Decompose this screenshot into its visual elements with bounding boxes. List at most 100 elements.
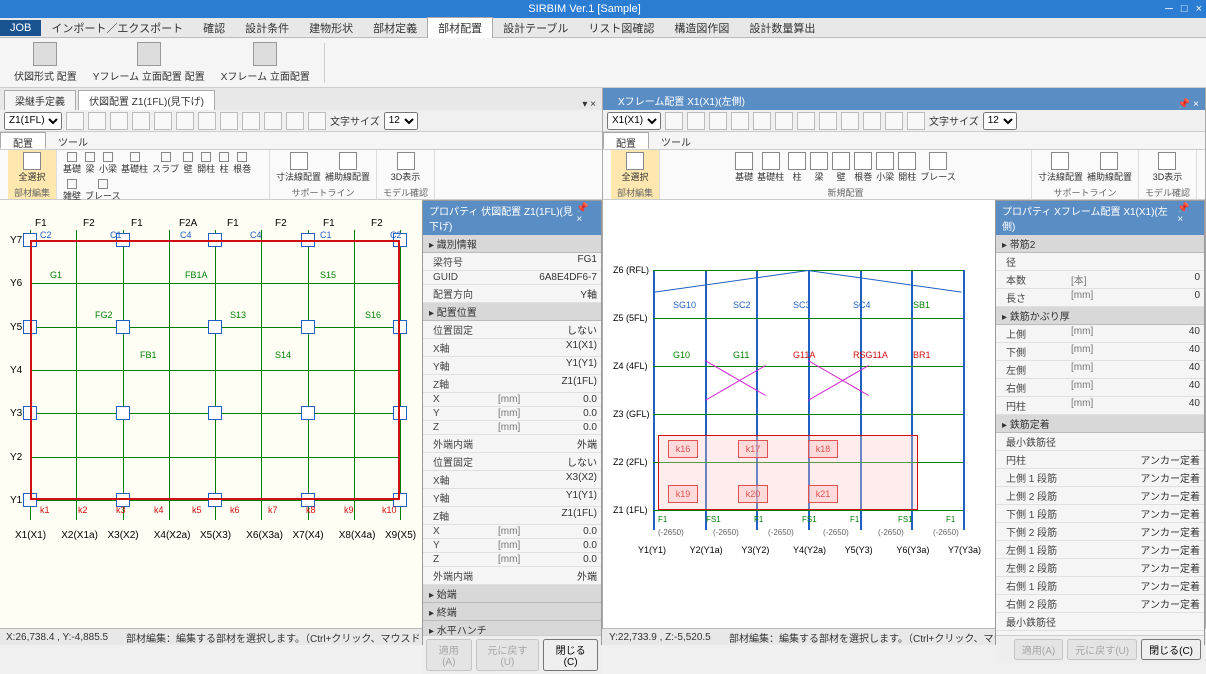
rtb-8[interactable] bbox=[819, 112, 837, 130]
tb-btn-9[interactable] bbox=[242, 112, 260, 130]
prop-row[interactable]: 左側 2 段筋アンカー定着 bbox=[996, 559, 1204, 577]
prop-section[interactable]: ▸ 識別情報 bbox=[423, 235, 601, 253]
subtab-place[interactable]: 配置 bbox=[0, 132, 46, 149]
right-props-body[interactable]: ▸ 帯筋2径本数[本]0長さ[mm]0▸ 鉄筋かぶり厚上側[mm]40下側[mm… bbox=[996, 235, 1204, 635]
prop-row[interactable]: 円柱[mm]40 bbox=[996, 397, 1204, 415]
tb-btn-3[interactable] bbox=[110, 112, 128, 130]
rtb-3[interactable] bbox=[709, 112, 727, 130]
prop-row[interactable]: 下側 1 段筋アンカー定着 bbox=[996, 505, 1204, 523]
r-ped[interactable]: 根巻 bbox=[854, 152, 872, 183]
menu-list-fig[interactable]: リスト図確認 bbox=[578, 18, 664, 38]
subtab-tool[interactable]: ツール bbox=[46, 132, 100, 149]
prop-row[interactable]: GUID6A8E4DF6-7 bbox=[423, 271, 601, 285]
new-ped[interactable]: 根巻 bbox=[233, 152, 251, 175]
prop-row[interactable]: Z軸Z1(1FL) bbox=[423, 507, 601, 525]
prop-section[interactable]: ▸ 帯筋2 bbox=[996, 235, 1204, 253]
prop-row[interactable]: 下側[mm]40 bbox=[996, 343, 1204, 361]
rtb-12[interactable] bbox=[907, 112, 925, 130]
new-col[interactable]: 柱 bbox=[219, 152, 229, 175]
rtb-10[interactable] bbox=[863, 112, 881, 130]
maximize-icon[interactable]: □ bbox=[1181, 3, 1188, 15]
prop-row[interactable]: 配置方向Y軸 bbox=[423, 285, 601, 303]
prop-row[interactable]: X[mm]0.0 bbox=[423, 393, 601, 407]
tb-btn-8[interactable] bbox=[220, 112, 238, 130]
new-slab[interactable]: スラブ bbox=[152, 152, 179, 175]
prop-row[interactable]: Z[mm]0.0 bbox=[423, 553, 601, 567]
prop-row[interactable]: Y軸Y1(Y1) bbox=[423, 489, 601, 507]
menu-member-place[interactable]: 部材配置 bbox=[427, 17, 493, 38]
prop-row[interactable]: 外端内端外端 bbox=[423, 435, 601, 453]
rtb-6[interactable] bbox=[775, 112, 793, 130]
prop-row[interactable]: Y軸Y1(Y1) bbox=[423, 357, 601, 375]
rtb-5[interactable] bbox=[753, 112, 771, 130]
prop-row[interactable]: 上側 2 段筋アンカー定着 bbox=[996, 487, 1204, 505]
prop-row[interactable]: 左側 1 段筋アンカー定着 bbox=[996, 541, 1204, 559]
menu-import-export[interactable]: インポート／エクスポート bbox=[41, 18, 193, 38]
r-beam[interactable]: 梁 bbox=[810, 152, 828, 183]
rtb-2[interactable] bbox=[687, 112, 705, 130]
prop-row[interactable]: 上側[mm]40 bbox=[996, 325, 1204, 343]
minimize-icon[interactable]: ─ bbox=[1165, 3, 1173, 15]
select-all-btn-r[interactable]: 全選択 bbox=[622, 152, 649, 183]
prop-section[interactable]: ▸ 終端 bbox=[423, 603, 601, 621]
tb-btn-10[interactable] bbox=[264, 112, 282, 130]
floor-select[interactable]: Z1(1FL) bbox=[4, 112, 62, 130]
prop-row[interactable]: 位置固定しない bbox=[423, 453, 601, 471]
apply-button[interactable]: 適用(A) bbox=[426, 639, 472, 671]
prop-section[interactable]: ▸ 水平ハンチ bbox=[423, 621, 601, 635]
new-brace[interactable]: ブレース bbox=[85, 179, 121, 202]
subtab-place-r[interactable]: 配置 bbox=[603, 132, 649, 149]
tab-beam-joint[interactable]: 梁継手定義 bbox=[4, 90, 76, 110]
dim-line[interactable]: 寸法線配置 bbox=[276, 152, 321, 183]
rtb-1[interactable] bbox=[665, 112, 683, 130]
prop-row[interactable]: 右側 2 段筋アンカー定着 bbox=[996, 595, 1204, 613]
ribbon-xframe[interactable]: Xフレーム 立面配置 bbox=[215, 40, 316, 85]
prop-row[interactable]: X軸X3(X2) bbox=[423, 471, 601, 489]
tb-btn-1[interactable] bbox=[66, 112, 84, 130]
prop-row[interactable]: Y[mm]0.0 bbox=[423, 407, 601, 421]
r-dim[interactable]: 寸法線配置 bbox=[1038, 152, 1083, 183]
tab-close-icon[interactable]: ▾ × bbox=[582, 99, 596, 110]
pin-icon[interactable]: 📌 × bbox=[576, 203, 595, 233]
menu-struct-draw[interactable]: 構造図作図 bbox=[664, 18, 739, 38]
tab-close-icon-r[interactable]: 📌 × bbox=[1178, 99, 1199, 110]
prop-row[interactable]: 下側 2 段筋アンカー定着 bbox=[996, 523, 1204, 541]
tb-btn-4[interactable] bbox=[132, 112, 150, 130]
prop-row[interactable]: 右側 1 段筋アンカー定着 bbox=[996, 577, 1204, 595]
pin-icon-r[interactable]: 📌 × bbox=[1177, 203, 1198, 233]
menu-design-table[interactable]: 設計テーブル bbox=[493, 18, 578, 38]
apply-button-r[interactable]: 適用(A) bbox=[1014, 639, 1063, 660]
font-size-select-r[interactable]: 12 bbox=[983, 112, 1017, 130]
prop-row[interactable]: 右側[mm]40 bbox=[996, 379, 1204, 397]
tb-btn-12[interactable] bbox=[308, 112, 326, 130]
rtb-9[interactable] bbox=[841, 112, 859, 130]
prop-row[interactable]: 上側 1 段筋アンカー定着 bbox=[996, 469, 1204, 487]
r-aux[interactable]: 補助線配置 bbox=[1087, 152, 1132, 183]
left-props-body[interactable]: ▸ 識別情報梁符号FG1GUID6A8E4DF6-7配置方向Y軸▸ 配置位置位置… bbox=[423, 235, 601, 635]
menu-design-cond[interactable]: 設計条件 bbox=[235, 18, 299, 38]
prop-row[interactable]: Z[mm]0.0 bbox=[423, 421, 601, 435]
r-brace[interactable]: ブレース bbox=[920, 152, 956, 183]
tb-btn-6[interactable] bbox=[176, 112, 194, 130]
prop-row[interactable]: 最小鉄筋径 bbox=[996, 433, 1204, 451]
tab-plan-layout[interactable]: 伏図配置 Z1(1FL)(見下げ) bbox=[78, 90, 215, 110]
prop-row[interactable]: 円柱アンカー定着 bbox=[996, 451, 1204, 469]
job-button[interactable]: JOB bbox=[0, 20, 41, 36]
ribbon-yframe[interactable]: Yフレーム 立面配置 配置 bbox=[87, 40, 211, 85]
prop-section[interactable]: ▸ 配置位置 bbox=[423, 303, 601, 321]
font-size-select[interactable]: 12 bbox=[384, 112, 418, 130]
undo-button-r[interactable]: 元に戻す(U) bbox=[1067, 639, 1137, 660]
close-button-r[interactable]: 閉じる(C) bbox=[1141, 639, 1201, 660]
prop-row[interactable]: 最小鉄筋径 bbox=[996, 613, 1204, 631]
prop-row[interactable]: Y[mm]0.0 bbox=[423, 539, 601, 553]
r-opening[interactable]: 開柱 bbox=[898, 152, 916, 183]
tb-btn-11[interactable] bbox=[286, 112, 304, 130]
menu-building-shape[interactable]: 建物形状 bbox=[299, 18, 363, 38]
ribbon-plan-layout[interactable]: 伏図形式 配置 bbox=[8, 40, 83, 85]
tb-btn-7[interactable] bbox=[198, 112, 216, 130]
r-foundation[interactable]: 基礎 bbox=[735, 152, 753, 183]
rtb-7[interactable] bbox=[797, 112, 815, 130]
tb-btn-2[interactable] bbox=[88, 112, 106, 130]
r-sbeam[interactable]: 小梁 bbox=[876, 152, 894, 183]
new-wall[interactable]: 壁 bbox=[183, 152, 193, 175]
